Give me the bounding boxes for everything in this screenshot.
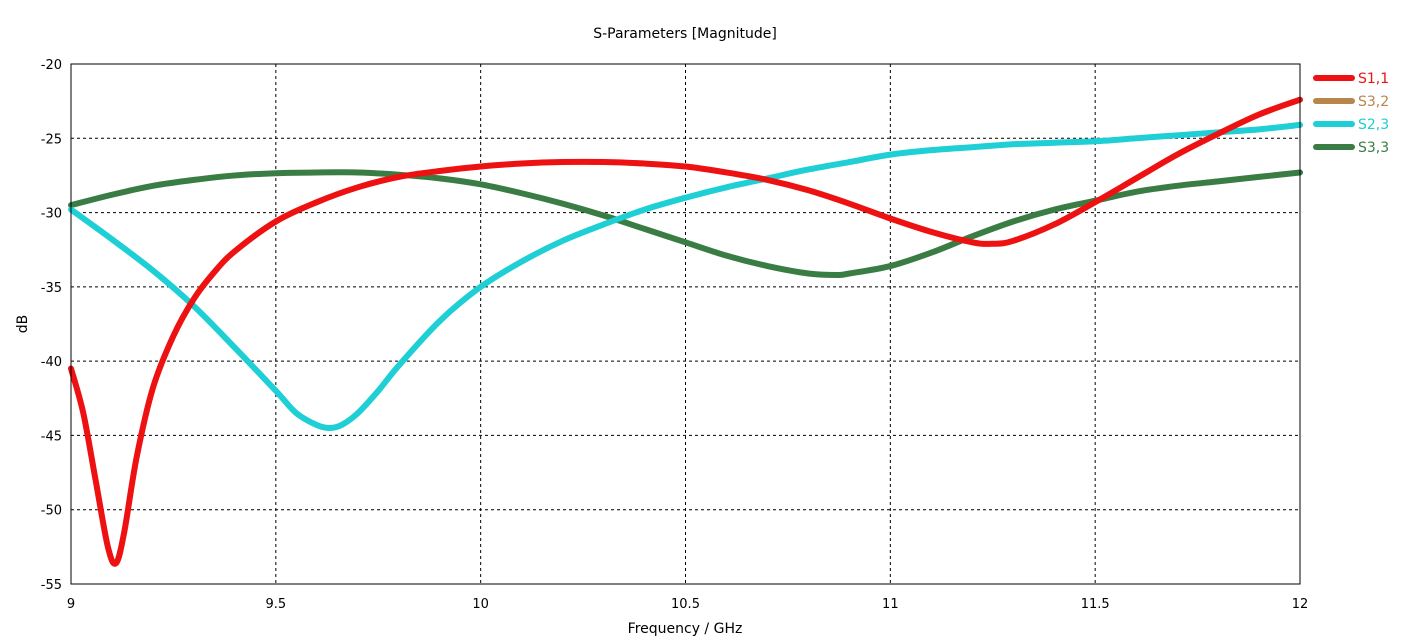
y-tick-label: -55 <box>41 578 62 593</box>
y-tick-label: -30 <box>41 207 62 222</box>
y-tick-label: -20 <box>41 58 62 73</box>
x-axis-label: Frequency / GHz <box>628 621 743 637</box>
legend: S1,1 S3,2 S2,3 S3,3 <box>1313 71 1389 156</box>
series-line-S1-1 <box>68 96 1303 567</box>
series-layer <box>68 96 1303 567</box>
x-tick-label: 9 <box>67 597 75 612</box>
grid-lines <box>71 64 1300 584</box>
plot-frame <box>70 63 1301 585</box>
x-tick-label: 10 <box>472 597 489 612</box>
y-axis-ticks: -55 -50 -45 -40 -35 -30 -25 -20 <box>41 58 62 593</box>
x-tick-label: 9.5 <box>265 597 286 612</box>
y-tick-label: -25 <box>41 132 62 147</box>
legend-label: S3,3 <box>1358 140 1389 156</box>
x-tick-label: 11.5 <box>1081 597 1110 612</box>
x-axis-ticks: 9 9.5 10 10.5 11 11.5 12 <box>67 597 1308 612</box>
legend-label: S2,3 <box>1358 117 1389 133</box>
legend-label: S1,1 <box>1358 71 1389 87</box>
x-tick-label: 11 <box>882 597 899 612</box>
legend-label: S3,2 <box>1358 94 1389 110</box>
y-tick-label: -35 <box>41 281 62 296</box>
y-tick-label: -40 <box>41 355 62 370</box>
y-tick-label: -45 <box>41 429 62 444</box>
y-axis-label: dB <box>15 315 31 334</box>
x-tick-label: 10.5 <box>671 597 700 612</box>
y-tick-label: -50 <box>41 504 62 519</box>
chart-title: S-Parameters [Magnitude] <box>593 26 777 42</box>
x-tick-label: 12 <box>1292 597 1309 612</box>
series-line-S2-3 <box>68 121 1303 431</box>
